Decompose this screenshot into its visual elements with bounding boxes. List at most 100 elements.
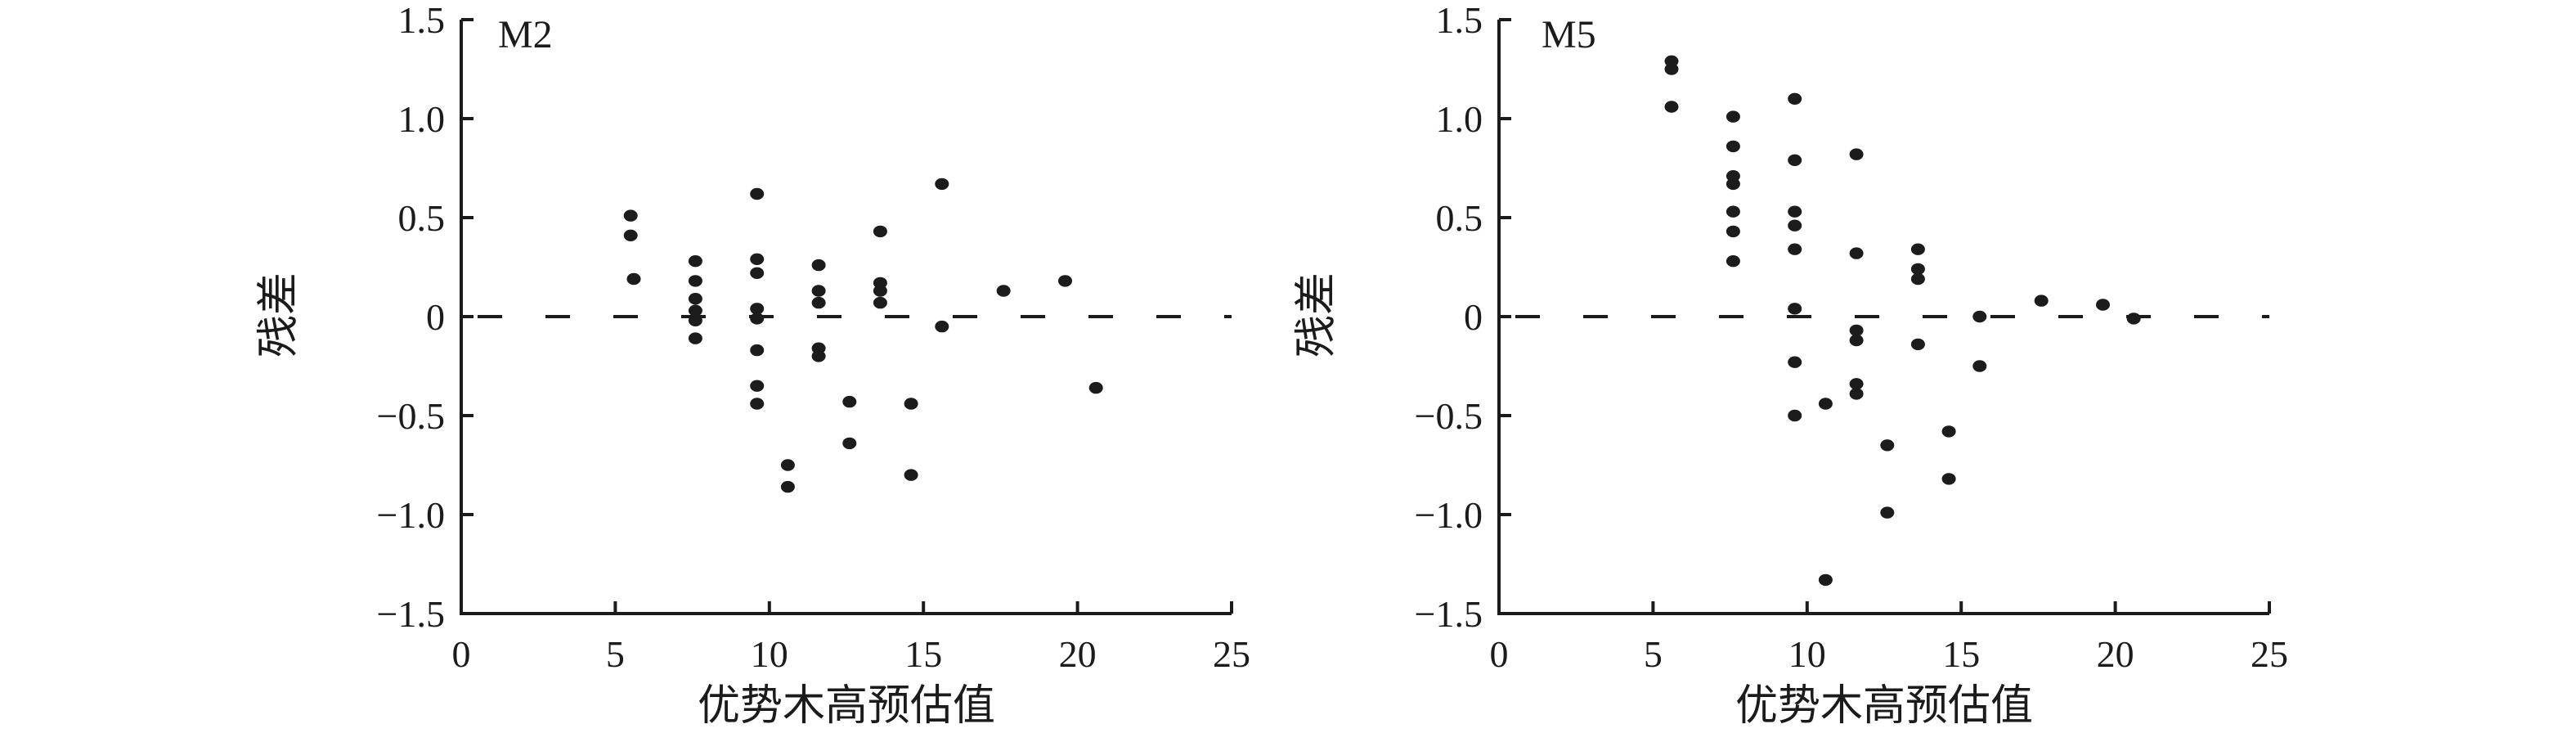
data-point	[626, 272, 641, 286]
data-point	[873, 285, 887, 297]
data-point	[1941, 425, 1956, 438]
data-point	[688, 332, 702, 344]
data-point	[873, 296, 887, 309]
data-point	[1880, 506, 1895, 519]
x-tick-label: 15	[1942, 633, 1980, 675]
data-point	[623, 209, 638, 222]
data-point	[1788, 356, 1802, 368]
y-tick-label: −0.5	[1415, 395, 1483, 437]
data-point	[1726, 255, 1740, 268]
x-tick-label: 20	[1059, 633, 1097, 675]
data-point	[750, 380, 765, 392]
m5-panel-title: M5	[1542, 13, 1596, 56]
x-tick-label: 5	[606, 633, 625, 675]
m2-axes-and-points: 1.51.00.50−0.5−1.0−1.50 5 10 15 20 25	[377, 0, 1250, 675]
data-point	[1880, 439, 1895, 452]
data-point	[1664, 63, 1679, 75]
data-point	[1664, 101, 1679, 113]
x-tick-label: 25	[2251, 633, 2288, 675]
data-point	[1849, 247, 1864, 259]
data-point	[750, 313, 765, 325]
data-point	[811, 259, 826, 272]
data-point	[688, 304, 702, 317]
data-point	[1058, 275, 1072, 287]
y-tick-label: 0.5	[1436, 197, 1483, 239]
y-tick-label: 0.5	[398, 197, 446, 239]
data-point	[935, 320, 949, 333]
y-tick-label: −1.5	[1415, 593, 1483, 635]
data-point	[750, 267, 765, 279]
data-point	[1972, 310, 1987, 323]
y-tick-label: −1.0	[377, 494, 445, 536]
data-point	[1088, 381, 1103, 394]
data-point	[1849, 148, 1864, 160]
m5-panel: 1.51.00.50−0.5−1.0−1.50 5 10 15 20 25 M5 优势木高…	[1294, 0, 2288, 730]
data-point	[1726, 225, 1740, 238]
data-point	[1726, 205, 1740, 218]
data-point	[1788, 92, 1802, 105]
data-point	[688, 314, 702, 326]
y-tick-label: 1.5	[1436, 0, 1483, 41]
m2-y-axis-title: 残差	[256, 272, 303, 358]
data-point	[1910, 272, 1925, 286]
m2-x-axis-title: 优势木高预估值	[698, 683, 995, 730]
data-point	[1788, 219, 1802, 232]
data-point	[1788, 303, 1802, 315]
x-tick-label: 25	[1213, 633, 1250, 675]
data-point	[811, 285, 826, 297]
data-point	[935, 178, 949, 191]
data-point	[750, 398, 765, 410]
y-tick-label: −0.5	[377, 395, 445, 437]
y-tick-label: 0	[426, 296, 445, 338]
m5-x-axis-title: 优势木高预估值	[1735, 683, 2033, 730]
data-point	[1818, 398, 1833, 410]
data-point	[2126, 313, 2141, 325]
y-tick-label: 1.0	[1436, 98, 1483, 140]
m5-axes-and-points: 1.51.00.50−0.5−1.0−1.50 5 10 15 20 25	[1415, 0, 2288, 675]
x-tick-label: 5	[1644, 633, 1663, 675]
data-point	[1818, 573, 1833, 587]
x-tick-label: 10	[1788, 633, 1826, 675]
y-tick-label: 0	[1464, 296, 1483, 338]
data-point	[1910, 338, 1925, 351]
data-point	[1849, 324, 1864, 337]
x-tick-label: 15	[904, 633, 942, 675]
x-tick-label: 0	[1490, 633, 1509, 675]
data-point	[688, 255, 702, 268]
data-point	[1788, 243, 1802, 255]
data-point	[623, 229, 638, 241]
data-point	[688, 275, 702, 287]
data-point	[842, 437, 857, 450]
x-tick-label: 10	[751, 633, 788, 675]
data-point	[1849, 378, 1864, 390]
y-tick-label: 1.5	[398, 0, 446, 41]
data-point	[811, 350, 826, 362]
data-point	[1972, 360, 1987, 372]
data-point	[688, 293, 702, 305]
data-point	[873, 225, 887, 238]
m5-y-axis-title: 残差	[1294, 272, 1340, 358]
data-point	[1941, 473, 1956, 485]
data-point	[1788, 205, 1802, 218]
data-point	[842, 395, 857, 408]
data-point	[2096, 299, 2110, 311]
data-point	[780, 459, 795, 471]
y-tick-label: −1.0	[1415, 494, 1483, 536]
data-point	[1726, 110, 1740, 123]
data-point	[1726, 178, 1740, 191]
x-tick-label: 0	[452, 633, 471, 675]
data-point	[2034, 295, 2049, 307]
y-tick-label: 1.0	[398, 98, 446, 140]
data-point	[1849, 334, 1864, 347]
data-point	[1849, 388, 1864, 400]
m2-panel-title: M2	[498, 13, 553, 56]
data-point	[780, 480, 795, 493]
data-point	[1788, 154, 1802, 166]
x-tick-label: 20	[2097, 633, 2134, 675]
data-point	[1726, 140, 1740, 153]
data-point	[750, 253, 765, 265]
data-point	[750, 344, 765, 357]
data-point	[904, 398, 918, 410]
data-point	[904, 469, 918, 481]
data-point	[1910, 263, 1925, 276]
